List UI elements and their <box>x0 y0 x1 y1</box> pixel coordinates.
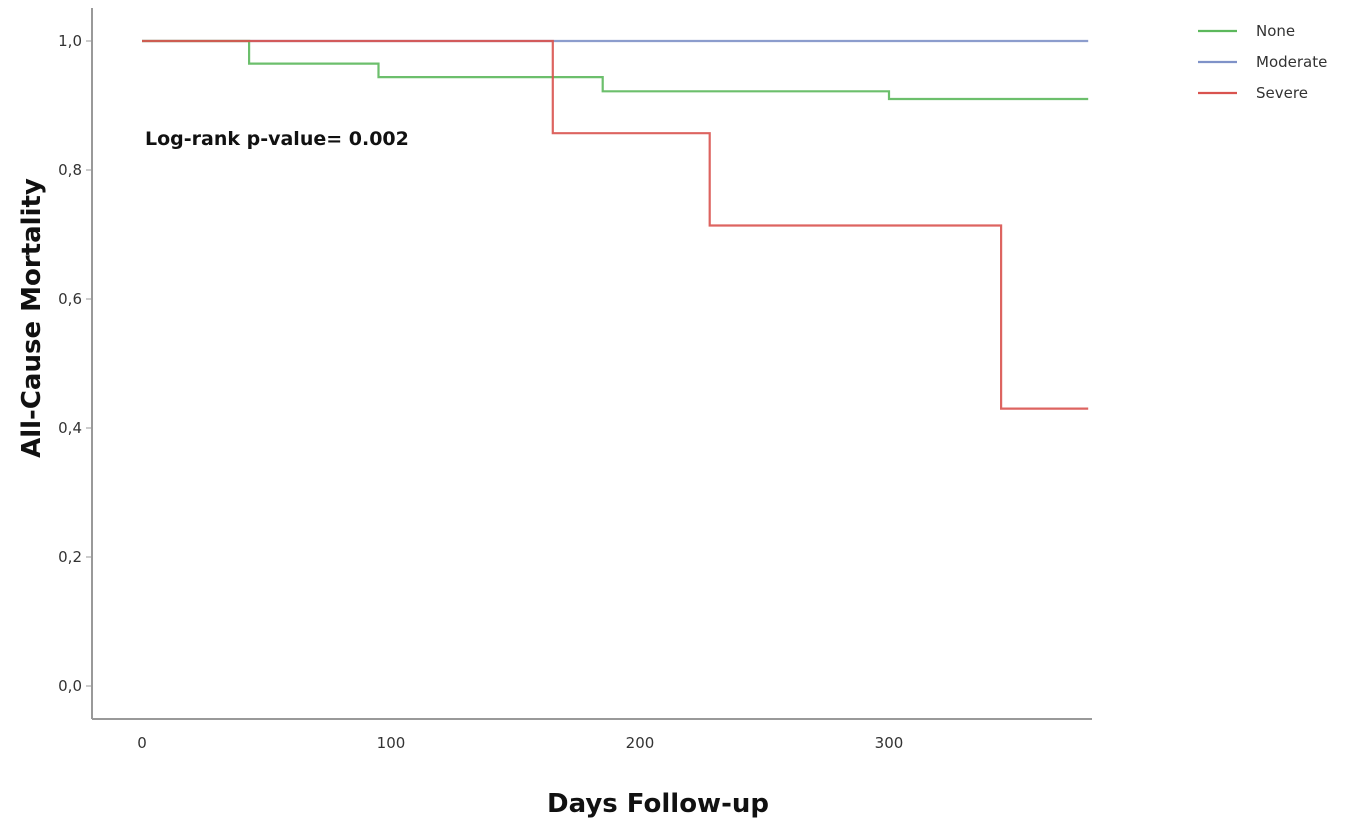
x-tick-label: 100 <box>377 734 406 752</box>
legend-label-moderate: Moderate <box>1256 53 1327 71</box>
x-axis-title: Days Follow-up <box>547 789 769 819</box>
y-tick-label: 0,4 <box>58 419 82 437</box>
legend: None Moderate Severe <box>1198 22 1327 102</box>
series-line-none <box>142 39 1089 101</box>
x-tick-label: 300 <box>875 734 904 752</box>
y-axis-title: All-Cause Mortality <box>17 178 47 458</box>
y-tick-label: 1,0 <box>58 32 82 50</box>
y-tick-label: 0,6 <box>58 290 82 308</box>
y-tick-label: 0,2 <box>58 548 82 566</box>
log-rank-annotation: Log-rank p-value= 0.002 <box>145 128 409 150</box>
survival-curves <box>142 39 1089 410</box>
legend-label-none: None <box>1256 22 1295 40</box>
y-axis-ticks: 0,0 0,2 0,4 0,6 0,8 1,0 <box>58 32 92 695</box>
x-tick-label: 0 <box>137 734 147 752</box>
series-line-severe <box>142 39 1089 410</box>
legend-label-severe: Severe <box>1256 84 1308 102</box>
x-axis-ticks: 0 100 200 300 <box>137 734 903 752</box>
y-tick-label: 0,8 <box>58 161 82 179</box>
x-tick-label: 200 <box>626 734 655 752</box>
y-tick-label: 0,0 <box>58 677 82 695</box>
